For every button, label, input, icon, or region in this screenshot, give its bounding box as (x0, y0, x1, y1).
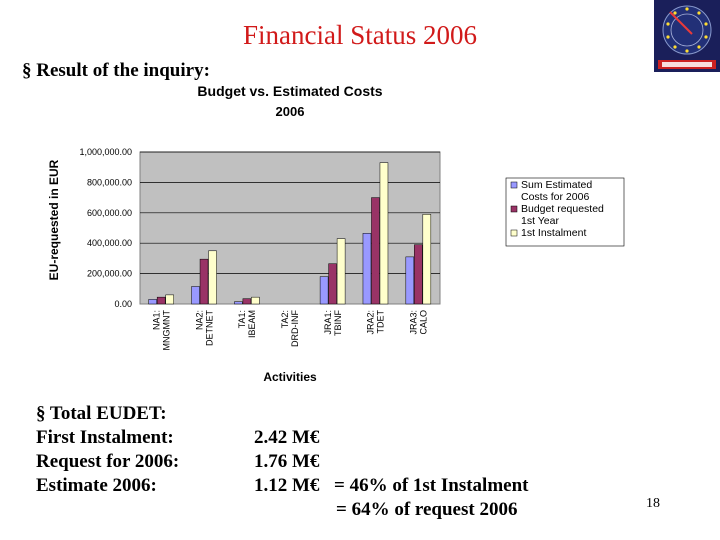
slide-title: Financial Status 2006 (243, 20, 477, 50)
legend-label: 1st Instalment (521, 227, 586, 239)
legend-box (505, 177, 625, 247)
bar (251, 296, 260, 305)
totals-extra-note: = 64% of request 2006 (336, 499, 518, 520)
legend-swatch (510, 229, 518, 237)
bar (336, 238, 346, 305)
totals-block: § Total EUDET: First Instalment: 2.42 M€… (36, 402, 529, 522)
legend-swatch (510, 181, 518, 189)
totals-row-first-instalment: First Instalment: 2.42 M€ (36, 426, 529, 450)
x-tick-label-line: DRD-INF (290, 310, 300, 347)
bar (234, 301, 243, 305)
x-tick-label-line: NA1: (151, 310, 161, 330)
bar (156, 296, 166, 305)
bar (191, 286, 200, 305)
x-tick-label-line: TA1: (237, 310, 247, 328)
inquiry-bullet: § Result of the inquiry: (22, 60, 210, 81)
bar (148, 299, 157, 305)
x-tick-label: JRA2:TDET (366, 310, 386, 335)
x-tick-label-line: JRA3: (409, 310, 419, 335)
x-tick-label: JRA1:TBINF (323, 309, 343, 336)
totals-heading: § Total EUDET: (36, 403, 167, 424)
bar (379, 162, 389, 305)
chart-subtitle: 2006 (276, 104, 305, 119)
bar (319, 276, 329, 305)
x-tick-label: TA1:IBEAM (237, 310, 257, 338)
legend-swatch (510, 205, 518, 213)
x-tick-label: NA1:MNGMNT (151, 310, 171, 351)
bar (371, 197, 380, 305)
x-tick-label-line: IBEAM (247, 310, 257, 338)
y-tick-label: 0.00 (114, 299, 132, 309)
y-axis-label: EU-requested in EUR (47, 159, 61, 280)
x-tick-label-line: MNGMNT (161, 310, 171, 351)
x-tick-label-line: JRA1: (323, 310, 333, 335)
bar (242, 298, 252, 305)
totals-label: Estimate 2006: (36, 475, 157, 496)
y-tick-label: 1,000,000.00 (79, 147, 132, 157)
totals-label: Request for 2006: (36, 451, 180, 472)
bar (405, 256, 415, 305)
y-tick-label: 600,000.00 (87, 208, 132, 218)
totals-row-estimate-2006: Estimate 2006: 1.12 M€ = 46% of 1st Inst… (36, 474, 529, 498)
totals-label: First Instalment: (36, 427, 174, 448)
y-tick-label: 400,000.00 (87, 238, 132, 248)
bar (165, 294, 174, 305)
legend-label: 1st Year (521, 215, 559, 227)
bar (362, 233, 372, 305)
bar (199, 258, 209, 305)
x-tick-label-line: TBINF (333, 309, 343, 336)
x-tick-label: JRA3:CALO (409, 310, 429, 335)
legend-label: Costs for 2006 (521, 191, 589, 203)
totals-row-extra: = 64% of request 2006 (36, 498, 529, 522)
x-tick-label-line: TDET (376, 310, 386, 334)
legend-label: Sum Estimated (521, 179, 592, 191)
totals-note: = 46% of 1st Instalment (334, 475, 529, 496)
totals-row-request-2006: Request for 2006: 1.76 M€ (36, 450, 529, 474)
plot-area (139, 151, 441, 305)
y-tick-label: 200,000.00 (87, 269, 132, 279)
x-tick-label-line: DETNET (204, 309, 214, 346)
x-tick-label-line: CALO (419, 310, 429, 335)
totals-value: 1.76 M€ (254, 451, 320, 472)
x-tick-label-line: NA2: (194, 310, 204, 330)
eudet-logo (654, 0, 720, 72)
totals-value: 1.12 M€ (254, 475, 320, 496)
chart-title: Budget vs. Estimated Costs (197, 83, 382, 99)
x-tick-label: NA2:DETNET (194, 309, 214, 346)
bar (328, 263, 337, 305)
bar (414, 244, 423, 305)
x-axis-label: Activities (263, 370, 317, 384)
legend-label: Budget requested (521, 203, 604, 215)
page-number: 18 (646, 496, 660, 511)
x-tick-label-line: TA2: (280, 310, 290, 328)
y-tick-label: 800,000.00 (87, 177, 132, 187)
x-tick-label: TA2:DRD-INF (280, 310, 300, 347)
bar (422, 214, 432, 305)
budget-chart: Budget vs. Estimated Costs 2006 0.00 200,00… (40, 78, 640, 388)
x-tick-label-line: JRA2: (366, 310, 376, 335)
bar (208, 250, 217, 305)
totals-value: 2.42 M€ (254, 427, 320, 448)
